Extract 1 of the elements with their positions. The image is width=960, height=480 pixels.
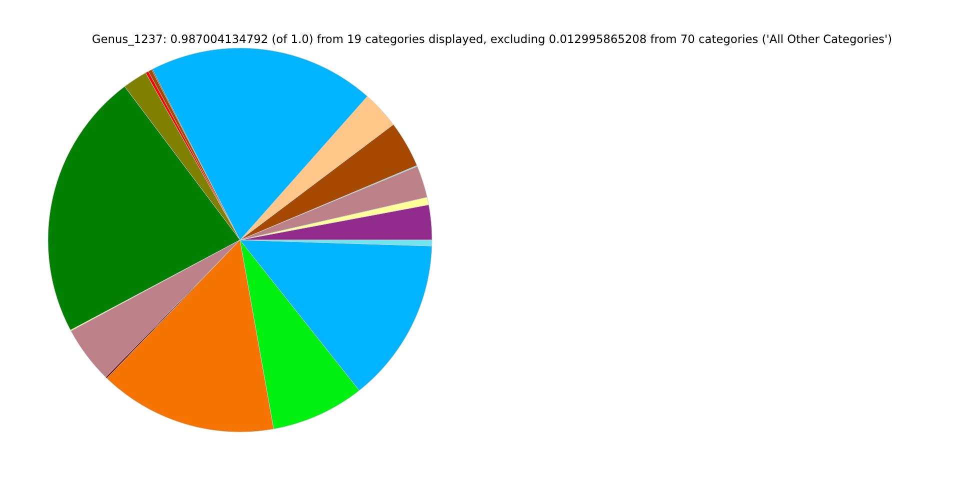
text: Genus_1237: 0.987004134792 (of 1.0) from 19 categories displayed, excluding 0.012995865208 from 70 categories ('All Other Categories') xyxy=(92,34,892,46)
